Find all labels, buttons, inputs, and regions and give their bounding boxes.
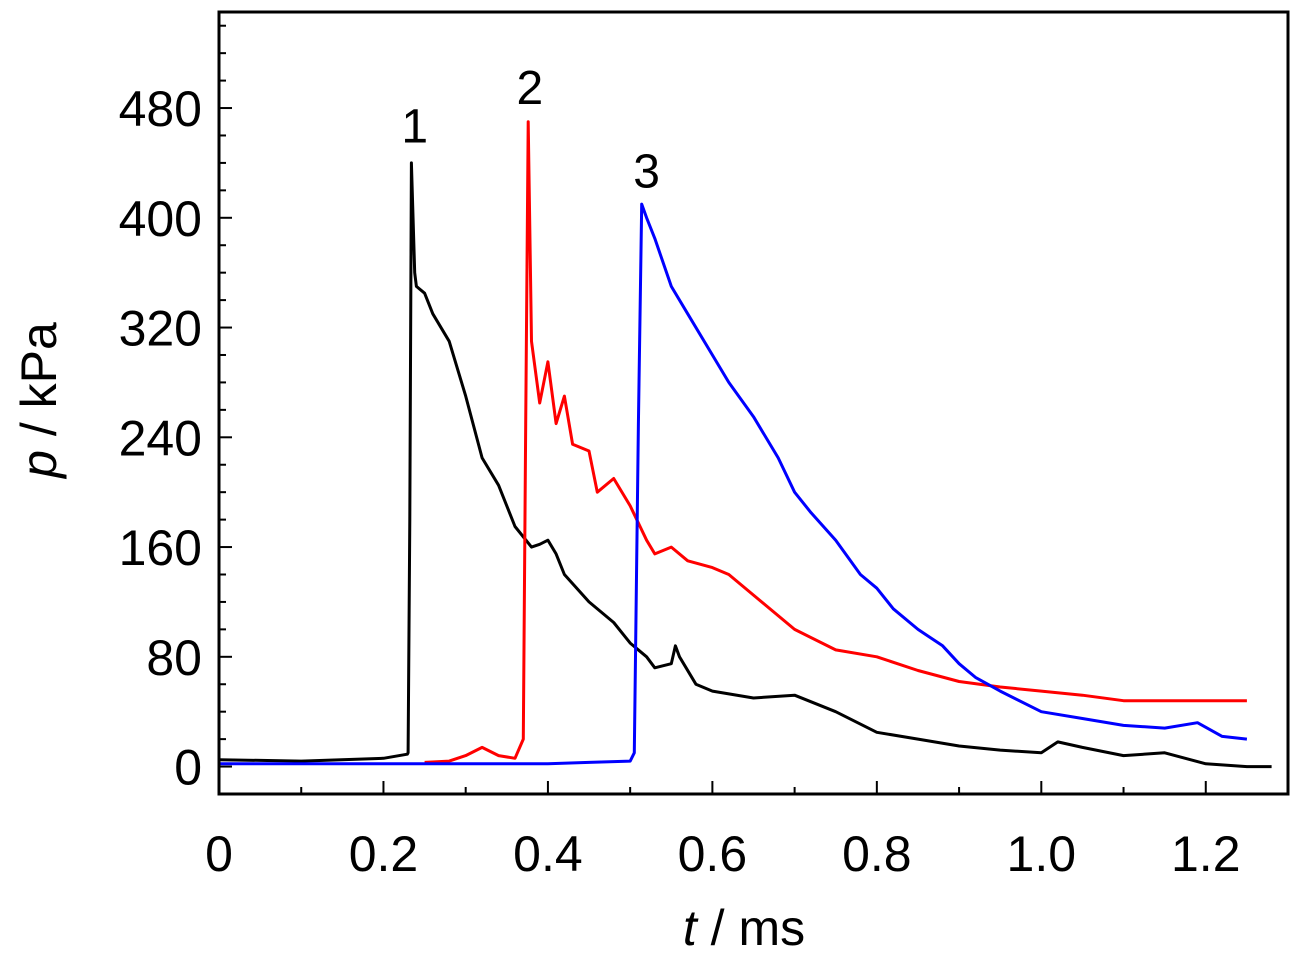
x-tick-label: 0.2 [349, 826, 419, 882]
y-tick-label: 320 [119, 301, 202, 357]
x-tick-label: 1.0 [1007, 826, 1077, 882]
y-tick-label: 0 [174, 740, 202, 796]
y-axis-variable: p [11, 450, 67, 480]
series-labels-layer: 1 2 3 [401, 62, 660, 199]
x-axis-unit: / ms [697, 900, 805, 956]
y-tick-label: 240 [119, 410, 202, 466]
series-3-line [219, 202, 1248, 766]
series-3-label: 3 [633, 146, 660, 199]
plot-frame [217, 10, 1290, 796]
y-tick-label: 480 [119, 81, 202, 137]
series-2-line [424, 120, 1247, 764]
series-layer [218, 120, 1272, 769]
series-1-line [218, 161, 1272, 769]
ticks-layer: 0 0.2 0.4 0.6 0.8 1.0 1.2 0 80 160 240 320 400 480 [119, 24, 1241, 882]
x-axis-variable: t [683, 900, 699, 956]
x-tick-label: 0.8 [842, 826, 912, 882]
y-axis-title: p / kPa [11, 322, 67, 480]
y-axis-unit: / kPa [11, 322, 67, 450]
series-1-label: 1 [401, 100, 428, 153]
y-tick-label: 160 [119, 520, 202, 576]
x-axis-title: t / ms [683, 900, 805, 956]
x-tick-label: 0.6 [678, 826, 748, 882]
series-2-label: 2 [516, 62, 543, 115]
x-tick-label: 1.2 [1171, 826, 1241, 882]
x-tick-label: 0 [205, 826, 233, 882]
y-tick-label: 400 [119, 191, 202, 247]
y-tick-label: 80 [146, 630, 202, 686]
x-tick-label: 0.4 [513, 826, 583, 882]
